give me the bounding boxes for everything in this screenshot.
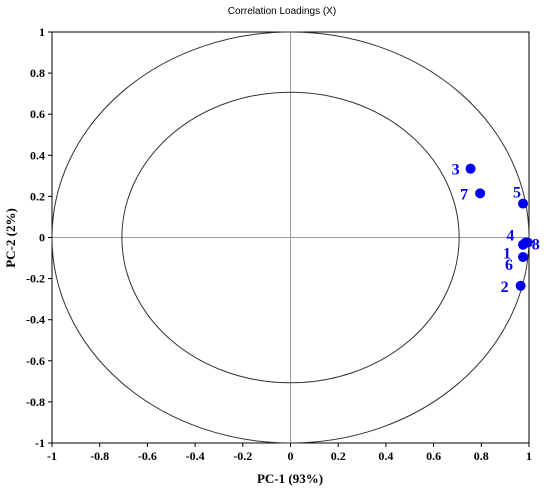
x-axis-title: PC-1 (93%) (257, 471, 323, 486)
x-tick-label: -1 (47, 449, 57, 463)
plot-area (51, 31, 530, 444)
x-tick-label: 1 (526, 449, 532, 463)
data-point-3 (465, 163, 476, 174)
y-tick-label: -0.8 (26, 395, 45, 409)
data-point-8 (522, 237, 533, 248)
point-label-6: 6 (505, 257, 513, 274)
x-tick-label: -0.8 (90, 449, 109, 463)
x-tick-label: 0.6 (426, 449, 441, 463)
chart-title: Correlation Loadings (X) (228, 6, 336, 17)
y-tick-label: 0.8 (30, 66, 45, 80)
y-tick-label: 1 (39, 25, 45, 39)
y-axis-title: PC-2 (2%) (3, 208, 18, 268)
y-tick-label: 0.2 (30, 189, 45, 203)
point-label-5: 5 (513, 185, 521, 202)
x-tick-label: 0.8 (474, 449, 489, 463)
y-tick-label: 0.6 (30, 107, 45, 121)
point-label-3: 3 (452, 162, 460, 179)
data-point-2 (515, 280, 526, 291)
y-tick-label: -0.4 (26, 313, 45, 327)
y-tick-label: -0.6 (26, 354, 45, 368)
point-label-2: 2 (501, 279, 509, 296)
x-tick-label: -0.2 (233, 449, 252, 463)
data-point-7 (475, 188, 486, 199)
y-tick-label: -0.2 (26, 272, 45, 286)
y-tick-label: -1 (35, 436, 45, 450)
data-point-5 (518, 198, 529, 209)
x-tick-label: 0.2 (331, 449, 346, 463)
loading-points: 1 2 3 4 5 6 7 8 (452, 162, 540, 296)
y-tick-label: 0 (39, 231, 45, 245)
point-label-7: 7 (460, 186, 468, 203)
y-tick-label: 0.4 (30, 148, 45, 162)
point-label-1: 1 (503, 246, 511, 263)
point-label-4: 4 (506, 228, 514, 245)
inner-circle (121, 91, 460, 384)
data-point-6 (518, 252, 529, 263)
x-tick-label: 0.4 (378, 449, 393, 463)
x-tick-label: 0 (288, 449, 294, 463)
x-tick-label: -0.4 (186, 449, 205, 463)
x-tick-label: -0.6 (138, 449, 157, 463)
point-label-8: 8 (532, 237, 540, 254)
tick-labels: -1 -0.8 -0.6 -0.4 -0.2 0 0.2 0.4 0.6 0.8 1 1 0.8 0.6 0… (26, 25, 532, 463)
